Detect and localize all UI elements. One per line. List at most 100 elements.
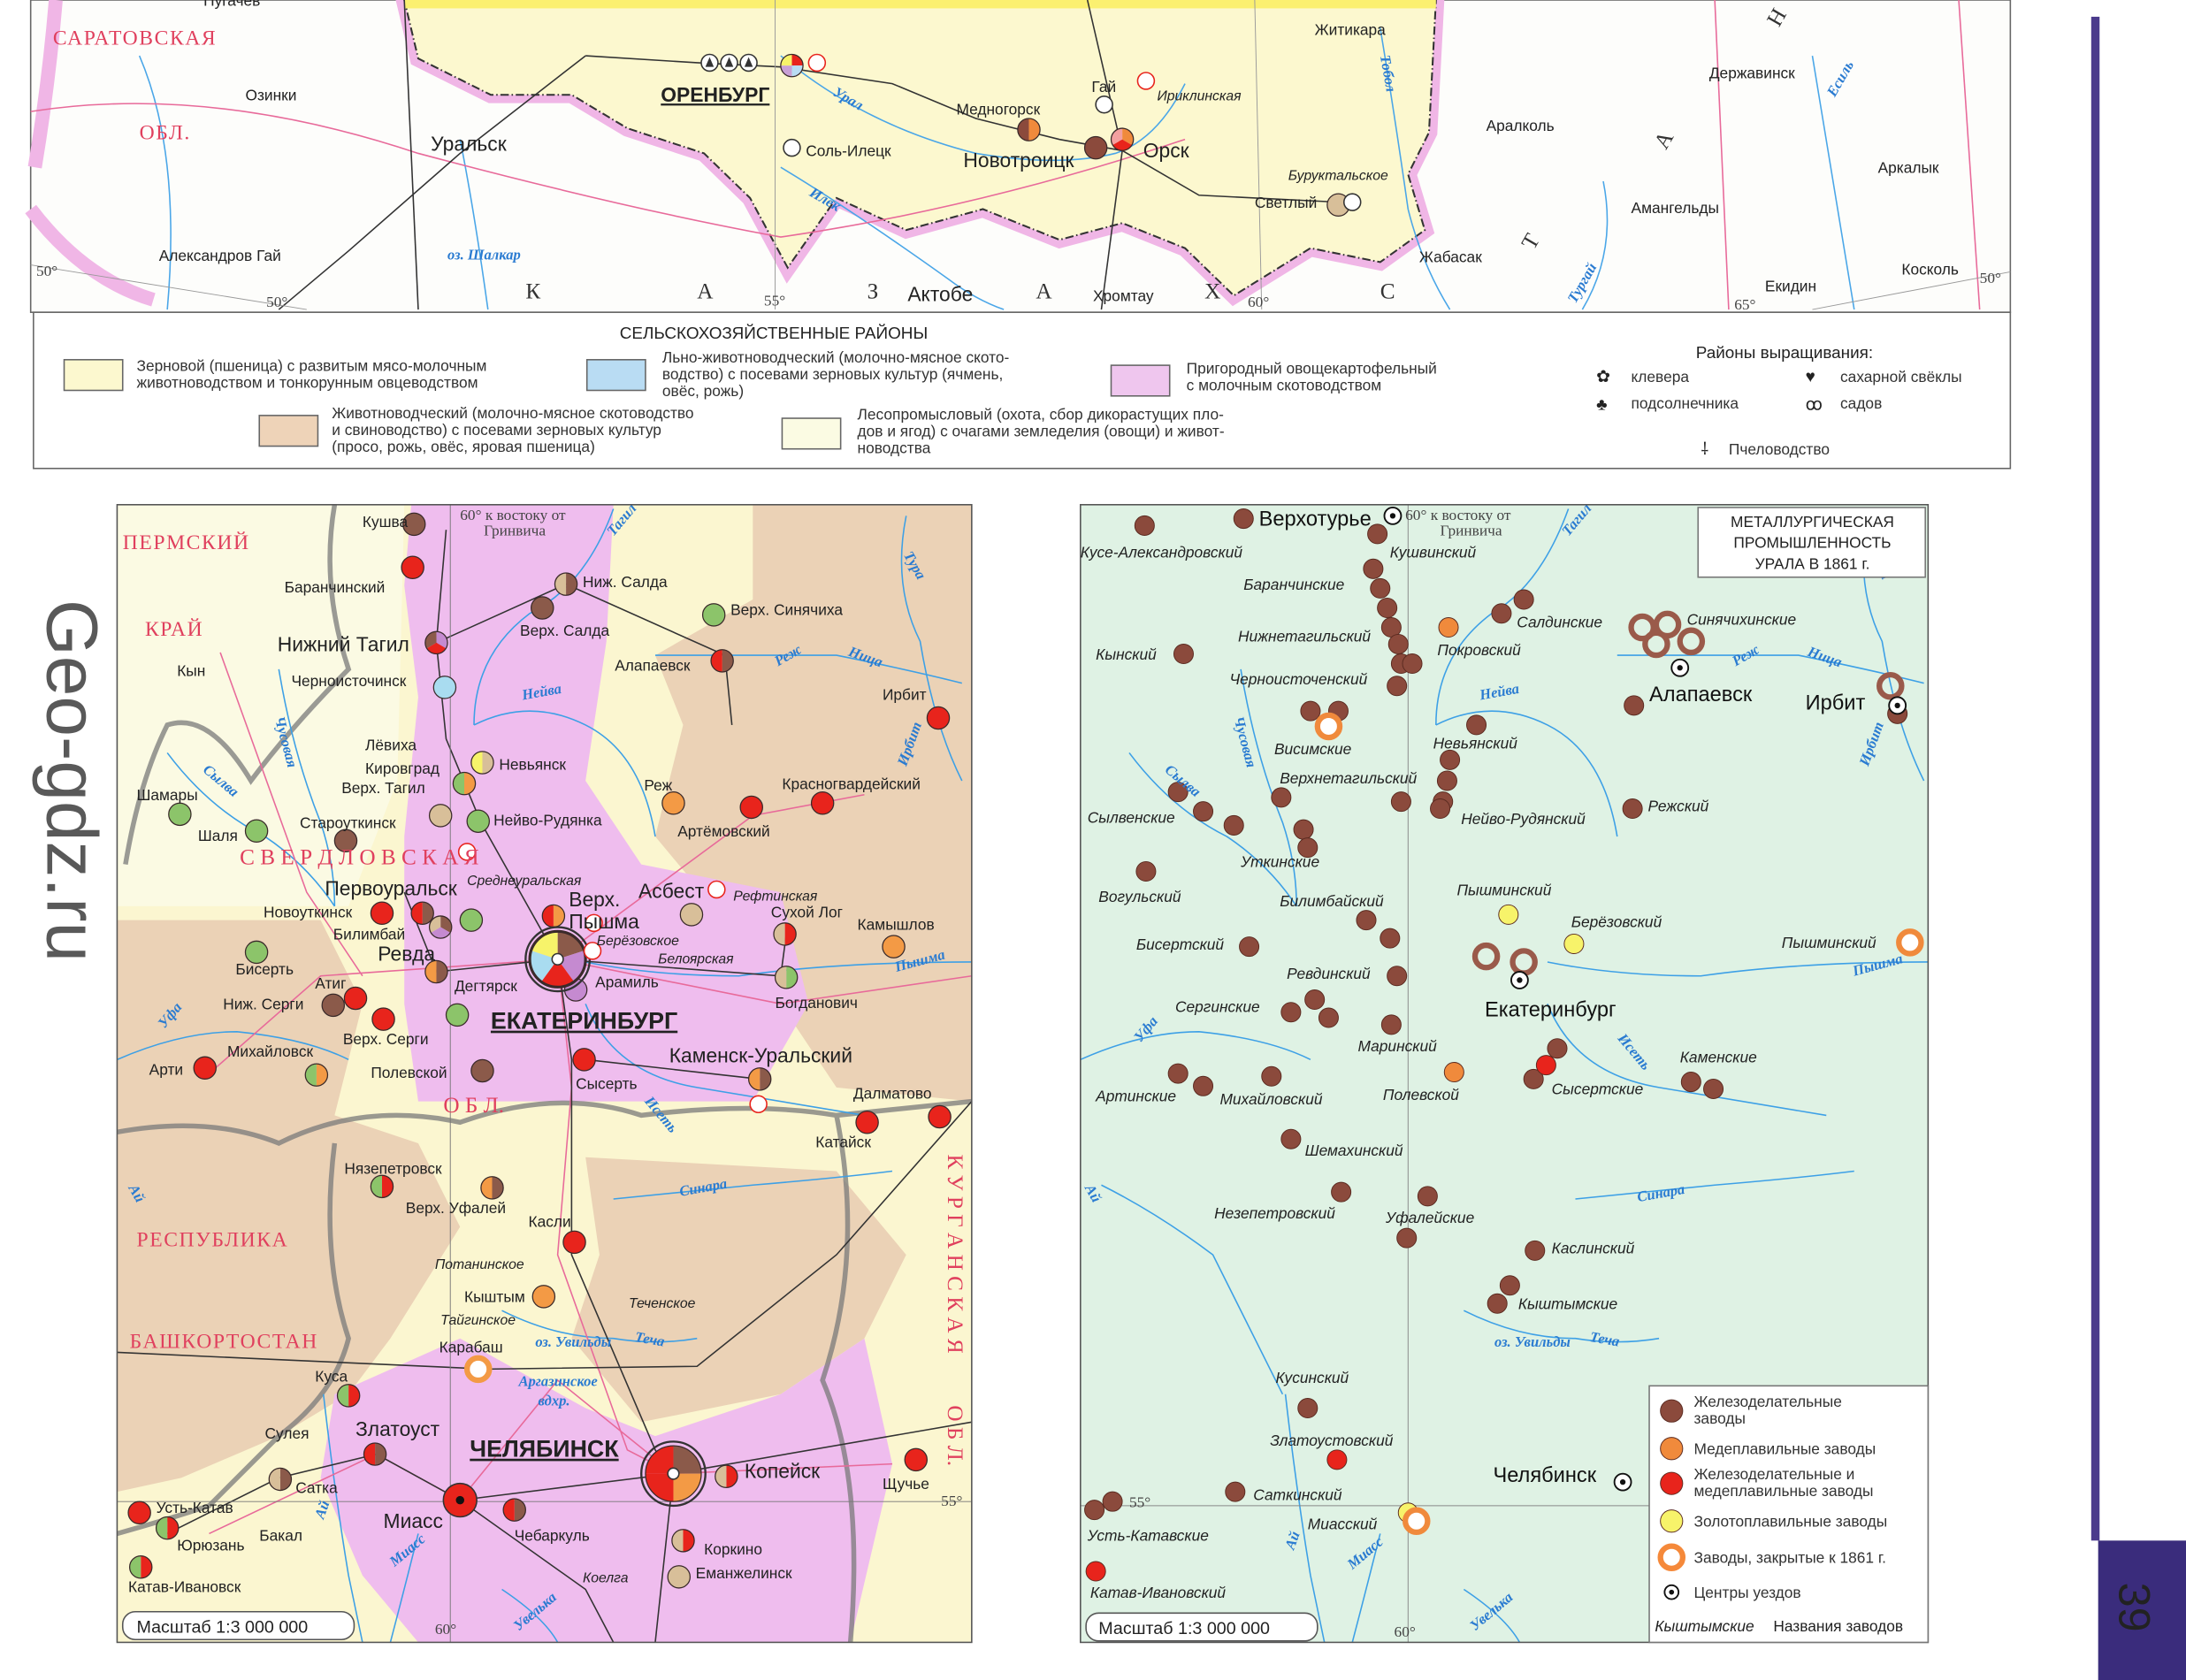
map-label-черноисточинск: Черноисточинск — [291, 672, 406, 690]
iron-works-dot — [1356, 910, 1377, 931]
map-label-атиг: Атиг — [315, 974, 346, 992]
center-dot-icon — [551, 952, 564, 966]
production-center-symbol — [904, 1447, 929, 1472]
river-label-аргазинское: Аргазинское — [517, 1372, 597, 1389]
factory-label-полевской: Полевской — [1383, 1086, 1459, 1103]
map-label-реж: Реж — [644, 776, 672, 794]
legend-label: заводы — [1693, 1409, 1745, 1427]
suburban-zone-south — [320, 1338, 892, 1643]
agri-legend-text: овёс, рожь) — [662, 382, 744, 400]
production-center-symbol — [424, 630, 448, 655]
map-label-екидин: Екидин — [1765, 278, 1816, 295]
beekeeping-icon: ⸸ — [1701, 440, 1708, 459]
meridian-note: Гринвича — [484, 522, 546, 538]
crop-legend-label: сахарной свёклы — [1840, 368, 1962, 386]
map-label-михайловск: Михайловск — [227, 1042, 314, 1060]
top-map-symbols — [700, 53, 1362, 218]
karabash-ring-symbol — [463, 1355, 493, 1384]
legend-item-closed: Заводы, закрытые к 1861 г. — [1657, 1543, 1886, 1572]
map-label-кын: Кын — [177, 662, 205, 680]
production-center-symbol — [445, 1003, 470, 1027]
map-label-60: 60° — [435, 1621, 456, 1638]
map-label-лёвиха: Лёвиха — [365, 736, 417, 753]
map-label-55: 55° — [764, 292, 785, 309]
factory-label-екатеринбург: Екатеринбург — [1485, 998, 1617, 1021]
factory-label-сергинские: Сергинские — [1175, 998, 1260, 1016]
legend-label: Железоделательные — [1693, 1393, 1841, 1410]
map-label-пермский: ПЕРМСКИЙ — [123, 531, 250, 554]
agri-swatch — [258, 415, 319, 447]
page-edge-line — [2090, 16, 2100, 1541]
map-label-коркино: Коркино — [704, 1540, 762, 1558]
map-label-верх: Верх. — [569, 888, 620, 911]
city-symbol — [1110, 127, 1135, 151]
map-label-саратовская: САРАТОВСКАЯ — [53, 27, 217, 50]
iron-works-dot — [1430, 798, 1451, 820]
agri-legend-text: с молочным скотоводством — [1187, 376, 1382, 393]
map-label-среднеуральская: Среднеуральская — [467, 874, 582, 889]
map-label-нижний-тагил: Нижний Тагил — [278, 632, 409, 655]
iron-works-dot — [1380, 1014, 1402, 1035]
map-label-а: А — [697, 279, 714, 303]
resource-icon — [783, 138, 801, 157]
map-label-берёзовское: Берёзовское — [597, 934, 679, 949]
map-label-башкортостан: БАШКОРТОСТАН — [130, 1331, 318, 1354]
legend-example-name: Кыштымские — [1655, 1617, 1754, 1635]
production-center-symbol — [268, 1467, 293, 1492]
production-center-symbol — [128, 1555, 153, 1579]
map-label-катайск: Катайск — [815, 1134, 871, 1151]
beekeeping-label: Пчеловодство — [1729, 440, 1830, 458]
production-center-symbol — [774, 966, 799, 989]
iron-works-dot — [1331, 1181, 1352, 1203]
closed-factory-ring — [1402, 1507, 1431, 1536]
region-borders — [117, 504, 972, 1643]
triangle-glyph — [705, 57, 715, 67]
production-center-symbol — [710, 649, 734, 673]
iron-works-dot — [1436, 770, 1457, 791]
production-center-symbol — [168, 802, 192, 827]
agri-legend-item: Зерновой (пшеница) с развитым мясо-молоч… — [63, 356, 486, 391]
factory-label-ревдинский: Ревдинский — [1287, 965, 1371, 982]
orenburg-region — [403, 0, 1437, 297]
map-label-бакал: Бакал — [259, 1526, 302, 1544]
map-label-баранчинский: Баранчинский — [285, 578, 386, 596]
agri-legend-text: Льно-животноводческий (молочно-мясное ск… — [662, 348, 1009, 366]
production-center-symbol — [244, 819, 269, 843]
river-label-оз-увильды: оз. Увильды — [1494, 1333, 1571, 1350]
production-center-symbol — [882, 935, 906, 958]
factory-label-михайловский: Михайловский — [1219, 1090, 1322, 1108]
factory-label-нижнетагильский: Нижнетагильский — [1238, 627, 1371, 645]
map-label-уральск: Уральск — [431, 132, 508, 155]
agri-legend-item: Лесопромысловый (охота, сбор дикорастущи… — [781, 406, 1225, 456]
map-label-новотроицк: Новотроицк — [963, 149, 1074, 172]
map-label-староуткинск: Староуткинск — [300, 814, 396, 832]
factory-label-невьянский: Невьянский — [1433, 735, 1518, 752]
gold-factory-icon — [1660, 1509, 1684, 1533]
production-center-symbol — [572, 1048, 596, 1072]
map-label-амангельды: Амангельды — [1632, 199, 1719, 217]
map-label-копейск: Копейск — [745, 1459, 821, 1482]
beekeeping-legend: ⸸ Пчеловодство — [1701, 440, 1830, 459]
map-label-коелга: Коелга — [583, 1571, 629, 1586]
meridian-note: 60° к востоку от — [460, 507, 566, 523]
map-label-катав-ивановск: Катав-Ивановск — [128, 1578, 241, 1596]
top-railways — [278, 0, 1339, 310]
iron-works-dot — [1367, 523, 1388, 545]
map-label-орск: Орск — [1143, 139, 1190, 162]
gold-smelter-dot — [1498, 904, 1519, 925]
city-symbol — [1083, 135, 1108, 160]
map-label-белоярская: Белоярская — [658, 952, 734, 967]
production-center-symbol — [926, 706, 951, 730]
factory-label-кусе-александровский: Кусе-Александровский — [1081, 544, 1243, 561]
map-label-александров-гай: Александров Гай — [159, 247, 281, 264]
closed-factory-ring — [1628, 613, 1656, 642]
map-label-тайгинское: Тайгинское — [440, 1313, 516, 1328]
map-label-ревда: Ревда — [378, 942, 435, 965]
closed-factory-ring — [1896, 928, 1924, 957]
production-center-symbol — [459, 908, 484, 932]
map-label-касли: Касли — [529, 1213, 571, 1231]
factory-label-режский: Режский — [1647, 798, 1708, 815]
left-map-symbols — [127, 512, 952, 1589]
both-factory-icon — [1660, 1471, 1684, 1495]
